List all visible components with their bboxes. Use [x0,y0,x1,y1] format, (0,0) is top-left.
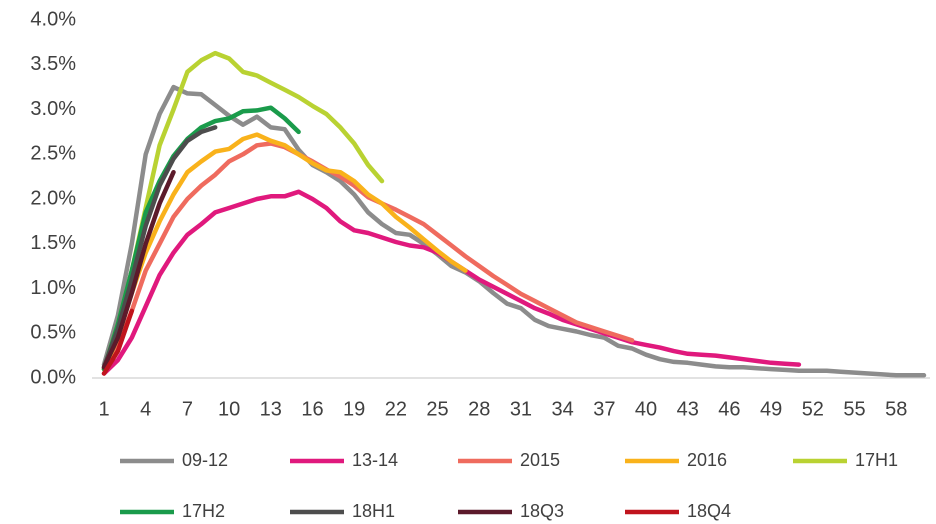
x-tick-label: 43 [677,398,699,420]
series-line [101,189,802,376]
x-tick-label: 46 [718,398,740,420]
legend-label: 2015 [520,450,560,470]
y-tick-label: 3.0% [30,98,76,120]
x-tick-label: 16 [301,398,323,420]
legend-label: 2016 [687,450,727,470]
y-tick-label: 0.0% [30,366,76,388]
y-tick-label: 1.5% [30,232,76,254]
series-line [101,84,927,378]
x-tick-label: 13 [260,398,282,420]
x-tick-label: 10 [218,398,240,420]
y-tick-label: 2.5% [30,143,76,165]
x-tick-label: 4 [140,398,151,420]
x-tick-label: 22 [385,398,407,420]
series-line [101,169,176,370]
y-tick-label: 2.0% [30,187,76,209]
x-tick-label: 7 [182,398,193,420]
series-line [101,132,468,372]
x-tick-label: 58 [885,398,907,420]
y-tick-label: 0.5% [30,322,76,344]
legend-label: 09-12 [182,450,228,470]
legend-label: 17H2 [182,501,225,521]
series-line [101,125,218,370]
legend-label: 13-14 [352,450,398,470]
x-tick-label: 31 [510,398,532,420]
x-tick-label: 25 [426,398,448,420]
series-line [101,308,135,376]
x-tick-label: 37 [593,398,615,420]
x-tick-label: 19 [343,398,365,420]
y-tick-label: 3.5% [30,53,76,75]
x-tick-label: 34 [552,398,574,420]
legend-label: 18H1 [352,501,395,521]
series-line [101,50,385,372]
series-line [101,105,301,372]
legend-label: 18Q3 [520,501,564,521]
x-tick-label: 1 [98,398,109,420]
series-line [101,141,635,372]
x-tick-label: 52 [802,398,824,420]
x-tick-label: 28 [468,398,490,420]
x-tick-label: 40 [635,398,657,420]
legend-label: 17H1 [855,450,898,470]
y-tick-label: 1.0% [30,277,76,299]
x-tick-label: 49 [760,398,782,420]
legend-label: 18Q4 [687,501,731,521]
x-tick-label: 55 [843,398,865,420]
y-tick-label: 4.0% [30,8,76,30]
